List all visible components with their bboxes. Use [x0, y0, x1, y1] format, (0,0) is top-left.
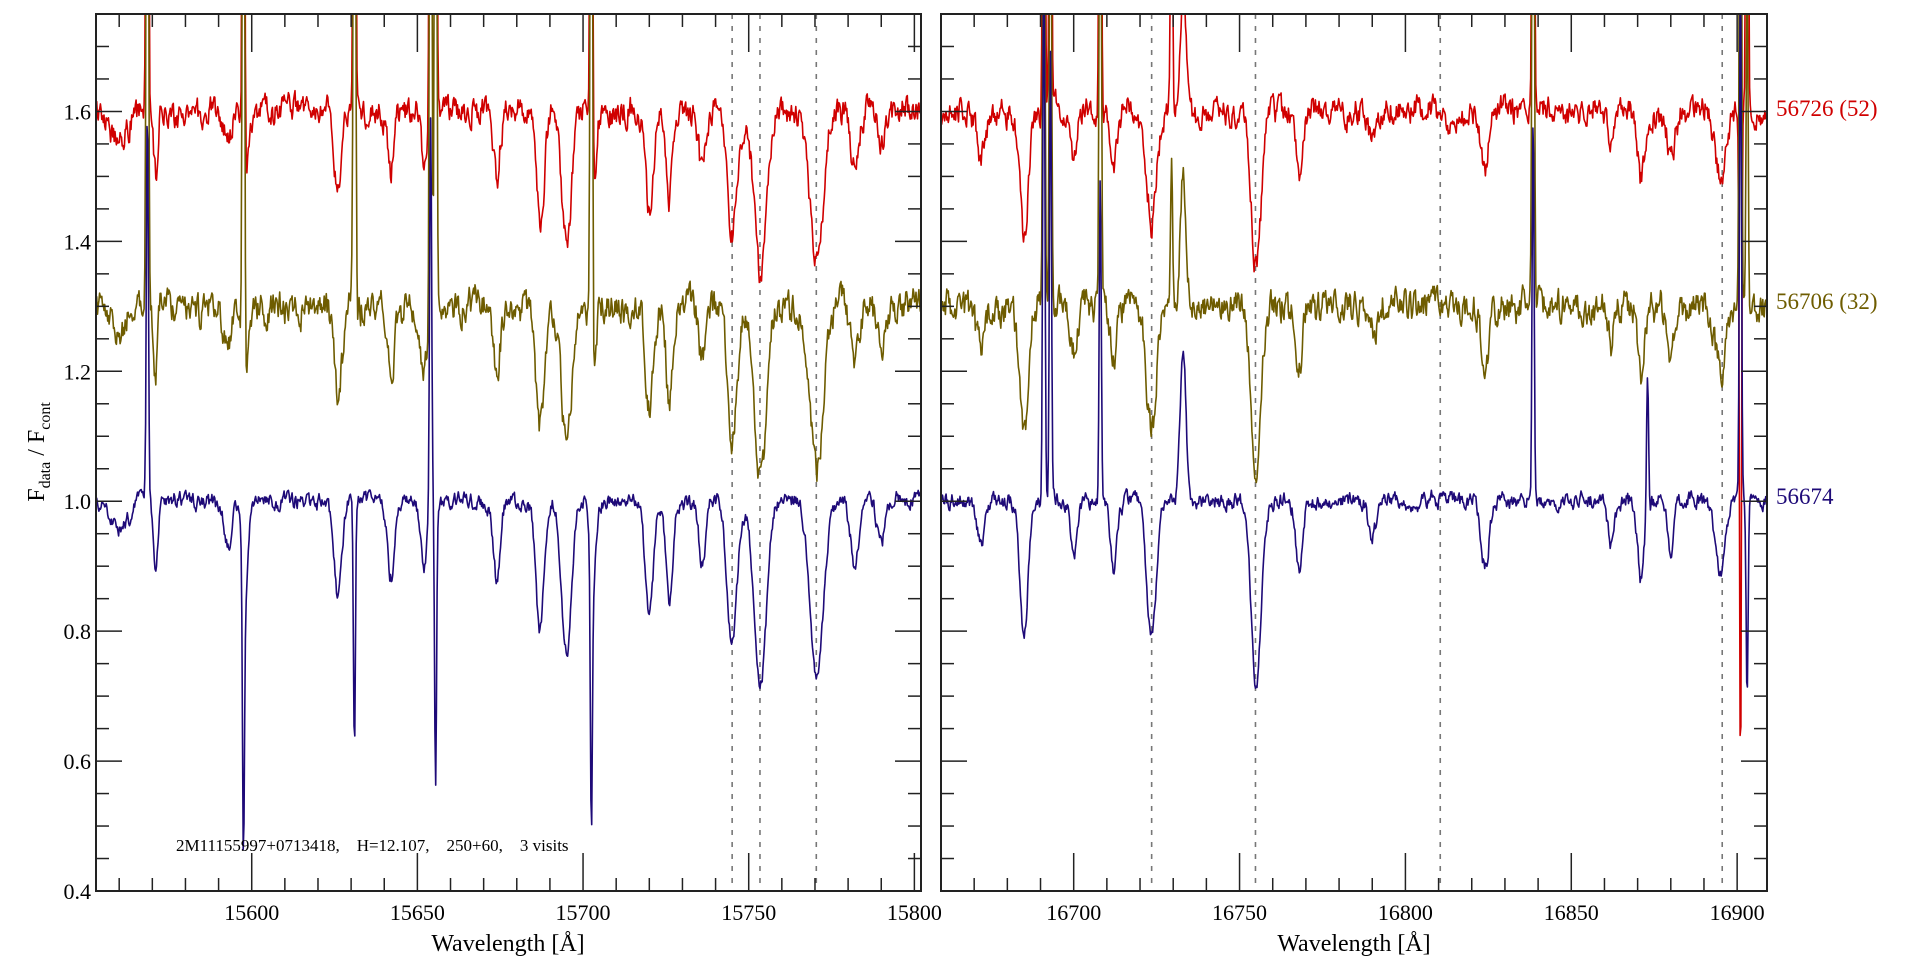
legend-label-56674: 56674: [1776, 484, 1834, 509]
legend-label-56706: 56706 (32): [1776, 289, 1878, 314]
left-panel: 15600 15650 15700 15750 15800 0.4 0.6 0.8 1.0 1.2…: [64, 13, 942, 925]
x-axis-title-left: Wavelength [Å]: [431, 931, 584, 957]
spectra-group: [941, 14, 1767, 737]
spectra-group: [96, 14, 921, 851]
x-tick-label: 16750: [1212, 900, 1267, 925]
spectrum-line-56674: [96, 117, 921, 851]
y-tick-label: 0.4: [64, 879, 92, 904]
plot-frame: [940, 13, 1768, 892]
y-label-sub1: data: [37, 462, 54, 489]
x-tick-label: 15800: [887, 900, 942, 925]
x-tick-label: 15700: [556, 900, 611, 925]
y-tick-label: 1.4: [64, 229, 92, 254]
y-tick-label: 1.0: [64, 489, 92, 514]
x-tick-label: 16700: [1046, 900, 1101, 925]
x-tick-label: 15750: [721, 900, 776, 925]
x-tick-label: 15600: [224, 900, 279, 925]
y-tick-label: 0.8: [64, 619, 92, 644]
y-axis-title: Fdata / Fcont: [24, 402, 54, 502]
y-tick-label: 0.6: [64, 749, 92, 774]
spectrum-line-56726: [96, 14, 921, 284]
spectrum-line-56726: [941, 14, 1767, 737]
spectrum-line-56706: [96, 14, 921, 483]
plot-frame: [95, 13, 922, 892]
y-label-f1: F: [24, 488, 50, 501]
x-tick-label: 16850: [1544, 900, 1599, 925]
legend-label-56726: 56726 (52): [1776, 96, 1878, 121]
y-tick-label: 1.6: [64, 99, 92, 124]
star-info-annotation: 2M11155997+0713418, H=12.107, 250+60, 3 …: [176, 836, 569, 855]
x-tick-label: 16900: [1710, 900, 1765, 925]
y-label-sub2: cont: [37, 402, 54, 430]
x-tick-label: 15650: [390, 900, 445, 925]
y-label-mid: / F: [24, 430, 50, 462]
spectrum-line-56706: [941, 14, 1767, 484]
x-tick-label: 16800: [1378, 900, 1433, 925]
y-tick-label: 1.2: [64, 359, 92, 384]
spectrum-line-56674: [941, 14, 1767, 690]
x-axis-title-right: Wavelength [Å]: [1277, 931, 1430, 957]
right-panel: 16700 16750 16800 16850 16900: [940, 13, 1768, 925]
